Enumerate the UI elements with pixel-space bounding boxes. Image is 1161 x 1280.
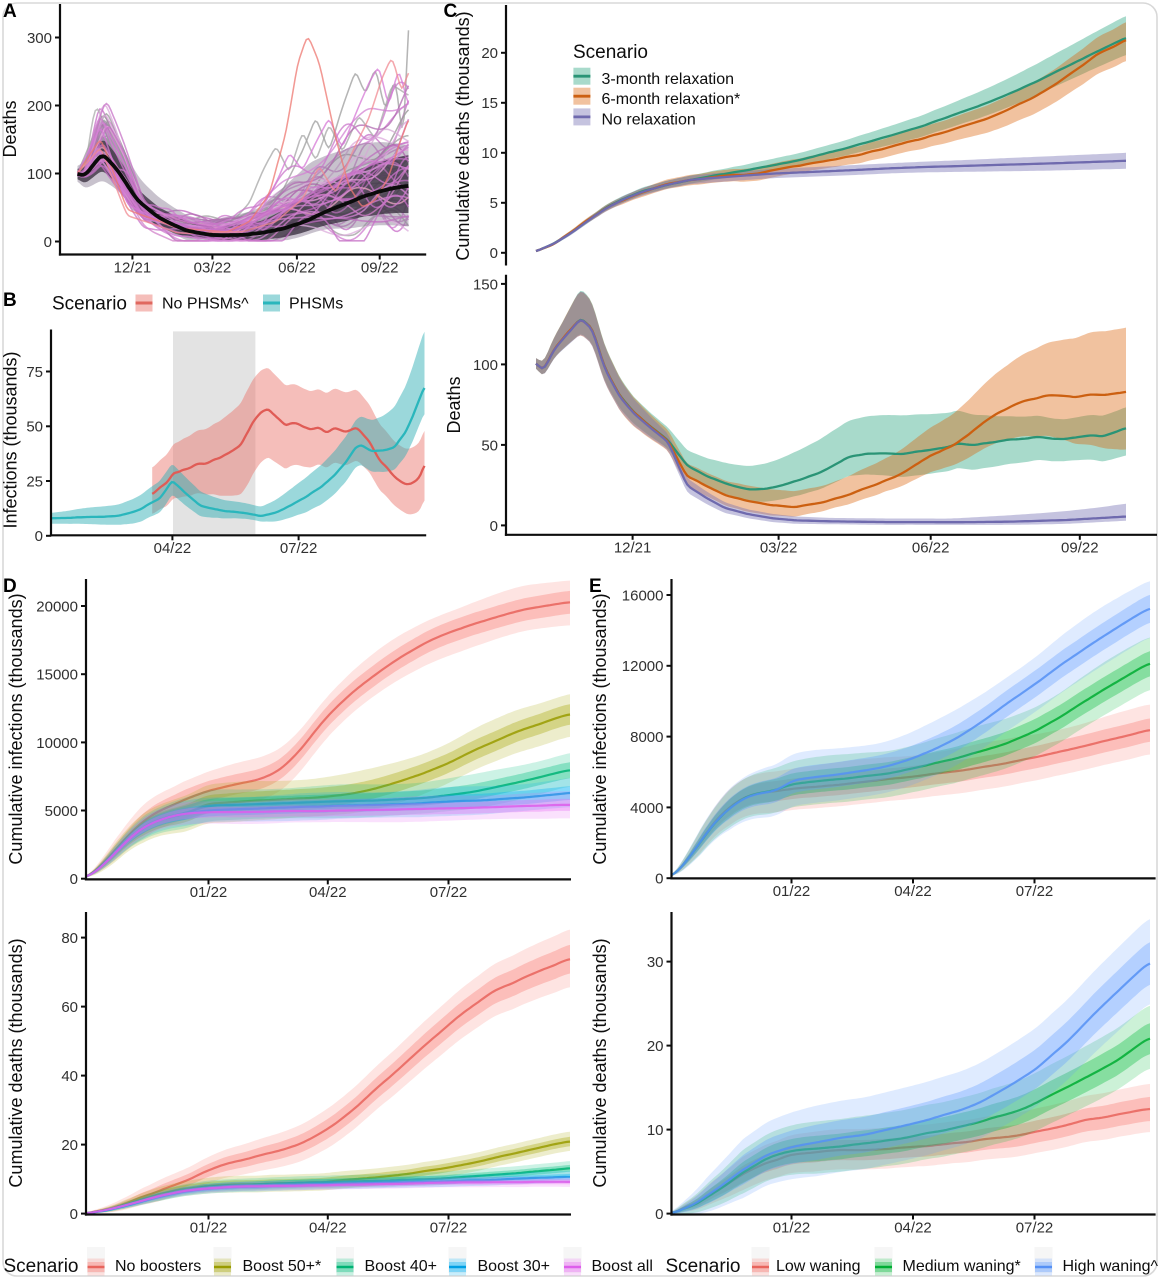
svg-text:Cumulative deaths (thousands): Cumulative deaths (thousands) [590,938,610,1187]
svg-text:0: 0 [490,518,498,535]
svg-text:Cumulative infections (thousan: Cumulative infections (thousands) [590,593,610,864]
svg-text:12000: 12000 [622,658,664,675]
svg-text:01/22: 01/22 [773,883,811,900]
svg-text:07/22: 07/22 [430,884,468,901]
svg-text:12/21: 12/21 [614,540,652,557]
svg-text:5000: 5000 [45,803,78,820]
svg-text:Medium waning*: Medium waning* [903,1258,1021,1275]
svg-text:20: 20 [647,1038,664,1055]
svg-text:04/22: 04/22 [309,1219,347,1236]
svg-text:60: 60 [61,999,78,1016]
svg-text:PHSMs: PHSMs [289,296,343,313]
svg-text:0: 0 [655,1206,663,1223]
svg-text:A: A [3,1,17,22]
svg-text:07/22: 07/22 [280,540,318,557]
svg-text:07/22: 07/22 [430,1219,468,1236]
svg-text:07/22: 07/22 [1016,883,1054,900]
svg-text:Cumulative deaths (thousands): Cumulative deaths (thousands) [453,11,473,260]
svg-text:100: 100 [27,166,52,183]
svg-text:No PHSMs^: No PHSMs^ [162,296,249,313]
svg-text:04/22: 04/22 [894,1219,932,1236]
svg-text:04/22: 04/22 [154,540,192,557]
svg-text:01/22: 01/22 [190,884,228,901]
svg-text:150: 150 [473,276,498,293]
svg-text:Cumulative infections (thousan: Cumulative infections (thousands) [6,593,26,864]
svg-text:200: 200 [27,98,52,115]
svg-text:16000: 16000 [622,587,664,604]
svg-text:10: 10 [647,1122,664,1139]
svg-text:03/22: 03/22 [194,259,232,276]
svg-text:12/21: 12/21 [114,259,152,276]
svg-text:B: B [3,290,17,311]
svg-text:20: 20 [61,1137,78,1154]
svg-text:50: 50 [481,437,498,454]
svg-text:Cumulative deaths (thousands): Cumulative deaths (thousands) [6,938,26,1187]
svg-text:15: 15 [481,95,498,112]
svg-text:8000: 8000 [630,729,663,746]
svg-text:03/22: 03/22 [760,540,798,557]
svg-text:6-month relaxation*: 6-month relaxation* [602,91,741,108]
svg-text:E: E [589,576,602,597]
svg-text:0: 0 [70,1206,78,1223]
svg-text:06/22: 06/22 [912,540,950,557]
svg-text:0: 0 [490,245,498,262]
svg-text:0: 0 [70,871,78,888]
svg-text:C: C [444,1,458,22]
svg-text:04/22: 04/22 [309,884,347,901]
svg-text:10: 10 [481,145,498,162]
svg-text:Scenario: Scenario [573,42,648,63]
svg-text:30: 30 [647,954,664,971]
svg-text:4000: 4000 [630,800,663,817]
svg-text:04/22: 04/22 [894,883,932,900]
svg-text:Scenario: Scenario [52,294,127,315]
svg-text:5: 5 [490,195,498,212]
svg-text:20: 20 [481,45,498,62]
svg-text:300: 300 [27,30,52,47]
svg-text:80: 80 [61,930,78,947]
svg-text:0: 0 [35,528,43,545]
svg-text:High waning^: High waning^ [1063,1258,1159,1275]
svg-text:06/22: 06/22 [278,259,316,276]
svg-text:Deaths: Deaths [0,100,20,157]
svg-text:01/22: 01/22 [190,1219,228,1236]
svg-text:40: 40 [61,1068,78,1085]
svg-text:25: 25 [26,473,43,490]
svg-text:Boost all: Boost all [592,1258,653,1275]
svg-text:D: D [3,576,17,597]
svg-text:Infections (thousands): Infections (thousands) [1,351,21,528]
svg-text:Boost 50+*: Boost 50+* [243,1258,322,1275]
svg-text:09/22: 09/22 [1061,540,1099,557]
svg-text:No boosters: No boosters [115,1258,201,1275]
svg-text:100: 100 [473,357,498,374]
svg-text:Low waning: Low waning [776,1258,861,1275]
svg-text:09/22: 09/22 [361,259,399,276]
svg-text:0: 0 [655,871,663,888]
svg-text:15000: 15000 [36,667,78,684]
svg-text:01/22: 01/22 [773,1219,811,1236]
svg-text:10000: 10000 [36,735,78,752]
svg-text:07/22: 07/22 [1016,1219,1054,1236]
svg-text:No relaxation: No relaxation [602,112,696,129]
svg-text:3-month relaxation: 3-month relaxation [602,71,735,88]
svg-text:Boost 40+: Boost 40+ [365,1258,438,1275]
svg-text:Deaths: Deaths [444,376,464,433]
svg-text:Boost 30+: Boost 30+ [478,1258,551,1275]
svg-text:Scenario: Scenario [4,1256,79,1277]
svg-text:0: 0 [44,234,52,251]
svg-text:50: 50 [26,419,43,436]
svg-text:Scenario: Scenario [666,1256,741,1277]
svg-text:75: 75 [26,364,43,381]
svg-text:20000: 20000 [36,598,78,615]
